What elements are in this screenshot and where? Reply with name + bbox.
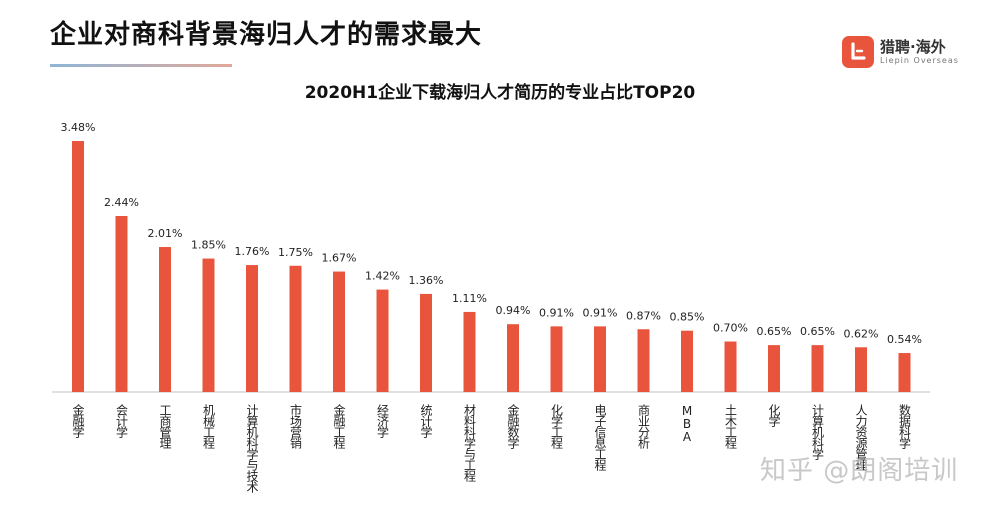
x-tick-label: 化学: [767, 404, 781, 427]
x-tick-label: 材料科学与工程: [463, 404, 477, 483]
logo-name-en: Liepin Overseas: [880, 56, 959, 65]
logo-name-cn: 猎聘·海外: [880, 38, 946, 56]
bar: [463, 311, 476, 392]
x-tick-label: MBA: [680, 404, 694, 443]
bar: [376, 289, 389, 392]
bar: [115, 216, 128, 392]
bar: [637, 329, 650, 392]
data-label: 0.70%: [713, 322, 748, 335]
page-title: 企业对商科背景海归人才的需求最大: [50, 20, 483, 50]
data-label: 0.65%: [800, 325, 835, 338]
data-label: 1.75%: [278, 246, 313, 259]
bar: [289, 265, 302, 392]
x-tick-label: 化学工程: [550, 404, 564, 450]
data-label: 0.91%: [583, 306, 618, 319]
x-tick-label: 商业分析: [637, 403, 651, 450]
bar: [246, 265, 258, 392]
data-label: 0.62%: [844, 327, 879, 340]
x-tick-label: 金融数学: [506, 403, 520, 449]
data-label: 0.54%: [887, 333, 922, 346]
data-label: 0.87%: [626, 309, 661, 322]
bar: [811, 345, 824, 392]
x-tick-label: 机械工程: [202, 404, 216, 450]
bar: [594, 326, 606, 392]
data-label: 1.36%: [409, 274, 444, 287]
watermark: 知乎 @朗阁培训: [760, 456, 959, 486]
data-label: 3.48%: [61, 121, 96, 134]
data-label: 0.91%: [539, 306, 574, 319]
x-tick-label: 会计学: [115, 404, 129, 438]
data-label: 1.67%: [322, 252, 357, 265]
bar: [333, 271, 345, 392]
x-tick-label: 数据科学: [898, 403, 912, 449]
title-underline: [50, 64, 232, 67]
bar: [507, 324, 519, 392]
bar: [724, 341, 737, 392]
x-tick-label: 金融工程: [332, 403, 346, 450]
x-tick-label: 金融学: [71, 403, 85, 438]
data-label: 0.94%: [496, 304, 531, 317]
data-label: 1.76%: [235, 245, 270, 258]
liepin-logo-icon: [842, 36, 874, 68]
data-label: 2.01%: [148, 227, 183, 240]
x-tick-label: 电子信息工程: [593, 404, 607, 472]
bar: [72, 141, 84, 392]
x-tick-label: 计算机科学: [811, 404, 825, 460]
bar: [898, 353, 911, 392]
data-label: 1.85%: [191, 239, 226, 252]
bar: [681, 330, 693, 392]
data-label: 2.44%: [104, 196, 139, 209]
x-tick-label: 工商管理: [158, 404, 172, 449]
bar: [768, 345, 780, 392]
chart-title: 2020H1企业下载海归人才简历的专业占比TOP20: [304, 83, 696, 103]
data-label: 0.85%: [670, 311, 705, 324]
data-label: 1.11%: [452, 292, 487, 305]
bar: [420, 293, 432, 392]
bar: [202, 258, 215, 392]
bar: [855, 347, 867, 392]
x-tick-label: 计算机科学与技术: [245, 404, 259, 493]
bar: [159, 247, 171, 392]
data-label: 0.65%: [757, 325, 792, 338]
x-tick-label: 经济学: [376, 404, 390, 438]
x-tick-label: 市场营销: [289, 403, 303, 449]
data-label: 1.42%: [365, 270, 400, 283]
x-tick-label: 人力资源管理: [854, 404, 868, 471]
x-tick-label: 土木工程: [724, 404, 738, 450]
bar: [550, 326, 563, 392]
x-tick-label: 统计学: [419, 404, 433, 438]
brand-logo: 猎聘·海外 Liepin Overseas: [842, 36, 959, 68]
